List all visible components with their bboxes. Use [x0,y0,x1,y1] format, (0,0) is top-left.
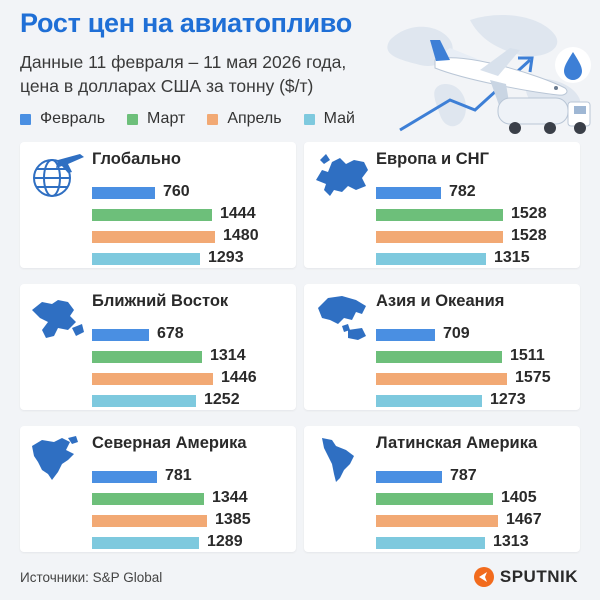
value-label-may: 1252 [204,391,240,408]
brand-logo: SPUTNIK [473,566,578,588]
legend-swatch-may [303,113,315,125]
value-label-may: 1289 [207,533,243,550]
panel-latin-america: Латинская Америка 787 1405 1467 1313 [304,426,580,552]
bar-february [376,471,442,483]
value-label-march: 1444 [220,205,256,222]
value-label-march: 1511 [510,347,545,364]
value-label-may: 1313 [493,533,529,550]
latin-america-map-icon [322,438,354,482]
legend-swatch-february [20,113,31,125]
value-label-april: 1446 [221,369,257,386]
value-label-may: 1273 [490,391,526,408]
legend-item-may: Май [303,110,355,128]
sputnik-logo-icon [473,567,494,587]
bar-group: 781 1344 1385 1289 [92,466,292,554]
legend: Февраль Март Апрель Май [20,110,377,128]
brand-name: SPUTNIK [499,567,578,586]
panel-asia-oceania: Азия и Океания 709 1511 1575 1273 [304,284,580,410]
legend-label-february: Февраль [40,110,106,127]
bar-february [92,329,149,341]
bar-group: 782 1528 1528 1315 [376,182,576,270]
value-label-april: 1467 [506,511,542,528]
panel-title: Азия и Океания [376,292,505,310]
bar-march [376,351,502,363]
panel-north-america: Северная Америка 781 1344 1385 1289 [20,426,296,552]
bar-february [92,187,155,199]
panel-title: Глобально [92,150,181,168]
bar-group: 787 1405 1467 1313 [376,466,576,554]
legend-item-march: Март [127,110,185,128]
panel-middle-east: Ближний Восток 678 1314 1446 1252 [20,284,296,410]
bar-february [92,471,157,483]
bar-march [92,493,204,505]
value-label-february: 787 [450,467,477,484]
bar-may [376,537,485,549]
panel-title: Ближний Восток [92,292,229,310]
value-label-april: 1528 [511,227,547,244]
legend-swatch-march [127,113,139,125]
asia-oceania-map-icon [318,296,366,340]
page-title: Рост цен на авиатопливо [20,8,352,38]
middle-east-map-icon [32,300,84,338]
bar-march [376,493,493,505]
bar-may [376,253,486,265]
bar-march [376,209,503,221]
panel-global: Глобально 760 1444 1480 1293 [20,142,296,268]
bar-april [92,231,215,243]
europe-map-icon [316,154,368,196]
fuel-truck-icon [497,97,591,134]
legend-item-april: Апрель [207,110,282,128]
page-subtitle: Данные 11 февраля – 11 мая 2026 года, це… [20,52,347,96]
bar-group: 709 1511 1575 1273 [376,324,576,412]
legend-swatch-april [207,113,219,125]
north-america-map-icon [32,436,78,480]
value-label-february: 678 [157,325,184,342]
source-note: Источники: S&P Global [20,570,163,585]
legend-label-march: Март [147,110,186,127]
legend-label-may: Май [323,110,355,127]
legend-item-february: Февраль [20,110,105,128]
bar-april [92,515,207,527]
bar-april [376,231,503,243]
value-label-february: 760 [163,183,190,200]
bar-march [92,351,202,363]
bar-april [376,515,498,527]
bar-february [376,187,441,199]
bar-group: 760 1444 1480 1293 [92,182,292,270]
value-label-march: 1344 [212,489,248,506]
value-label-april: 1575 [515,369,551,386]
value-label-april: 1480 [223,227,259,244]
panel-title: Северная Америка [92,434,247,452]
globe-plane-icon [33,154,84,197]
bar-group: 678 1314 1446 1252 [92,324,292,412]
panel-europe-cis: Европа и СНГ 782 1528 1528 1315 [304,142,580,268]
bar-may [376,395,482,407]
legend-label-april: Апрель [227,110,282,127]
value-label-may: 1293 [208,249,244,266]
panel-title: Латинская Америка [376,434,538,452]
value-label-february: 709 [443,325,470,342]
bar-may [92,253,200,265]
panel-title: Европа и СНГ [376,150,489,168]
value-label-april: 1385 [215,511,251,528]
bar-may [92,395,196,407]
bar-february [376,329,435,341]
drop-icon [555,47,591,83]
value-label-february: 782 [449,183,476,200]
value-label-march: 1314 [210,347,246,364]
value-label-february: 781 [165,467,192,484]
value-label-march: 1528 [511,205,547,222]
bar-may [92,537,199,549]
value-label-march: 1405 [501,489,537,506]
value-label-may: 1315 [494,249,530,266]
hero-illustration [387,15,591,134]
bar-march [92,209,212,221]
bar-april [92,373,213,385]
bar-april [376,373,507,385]
